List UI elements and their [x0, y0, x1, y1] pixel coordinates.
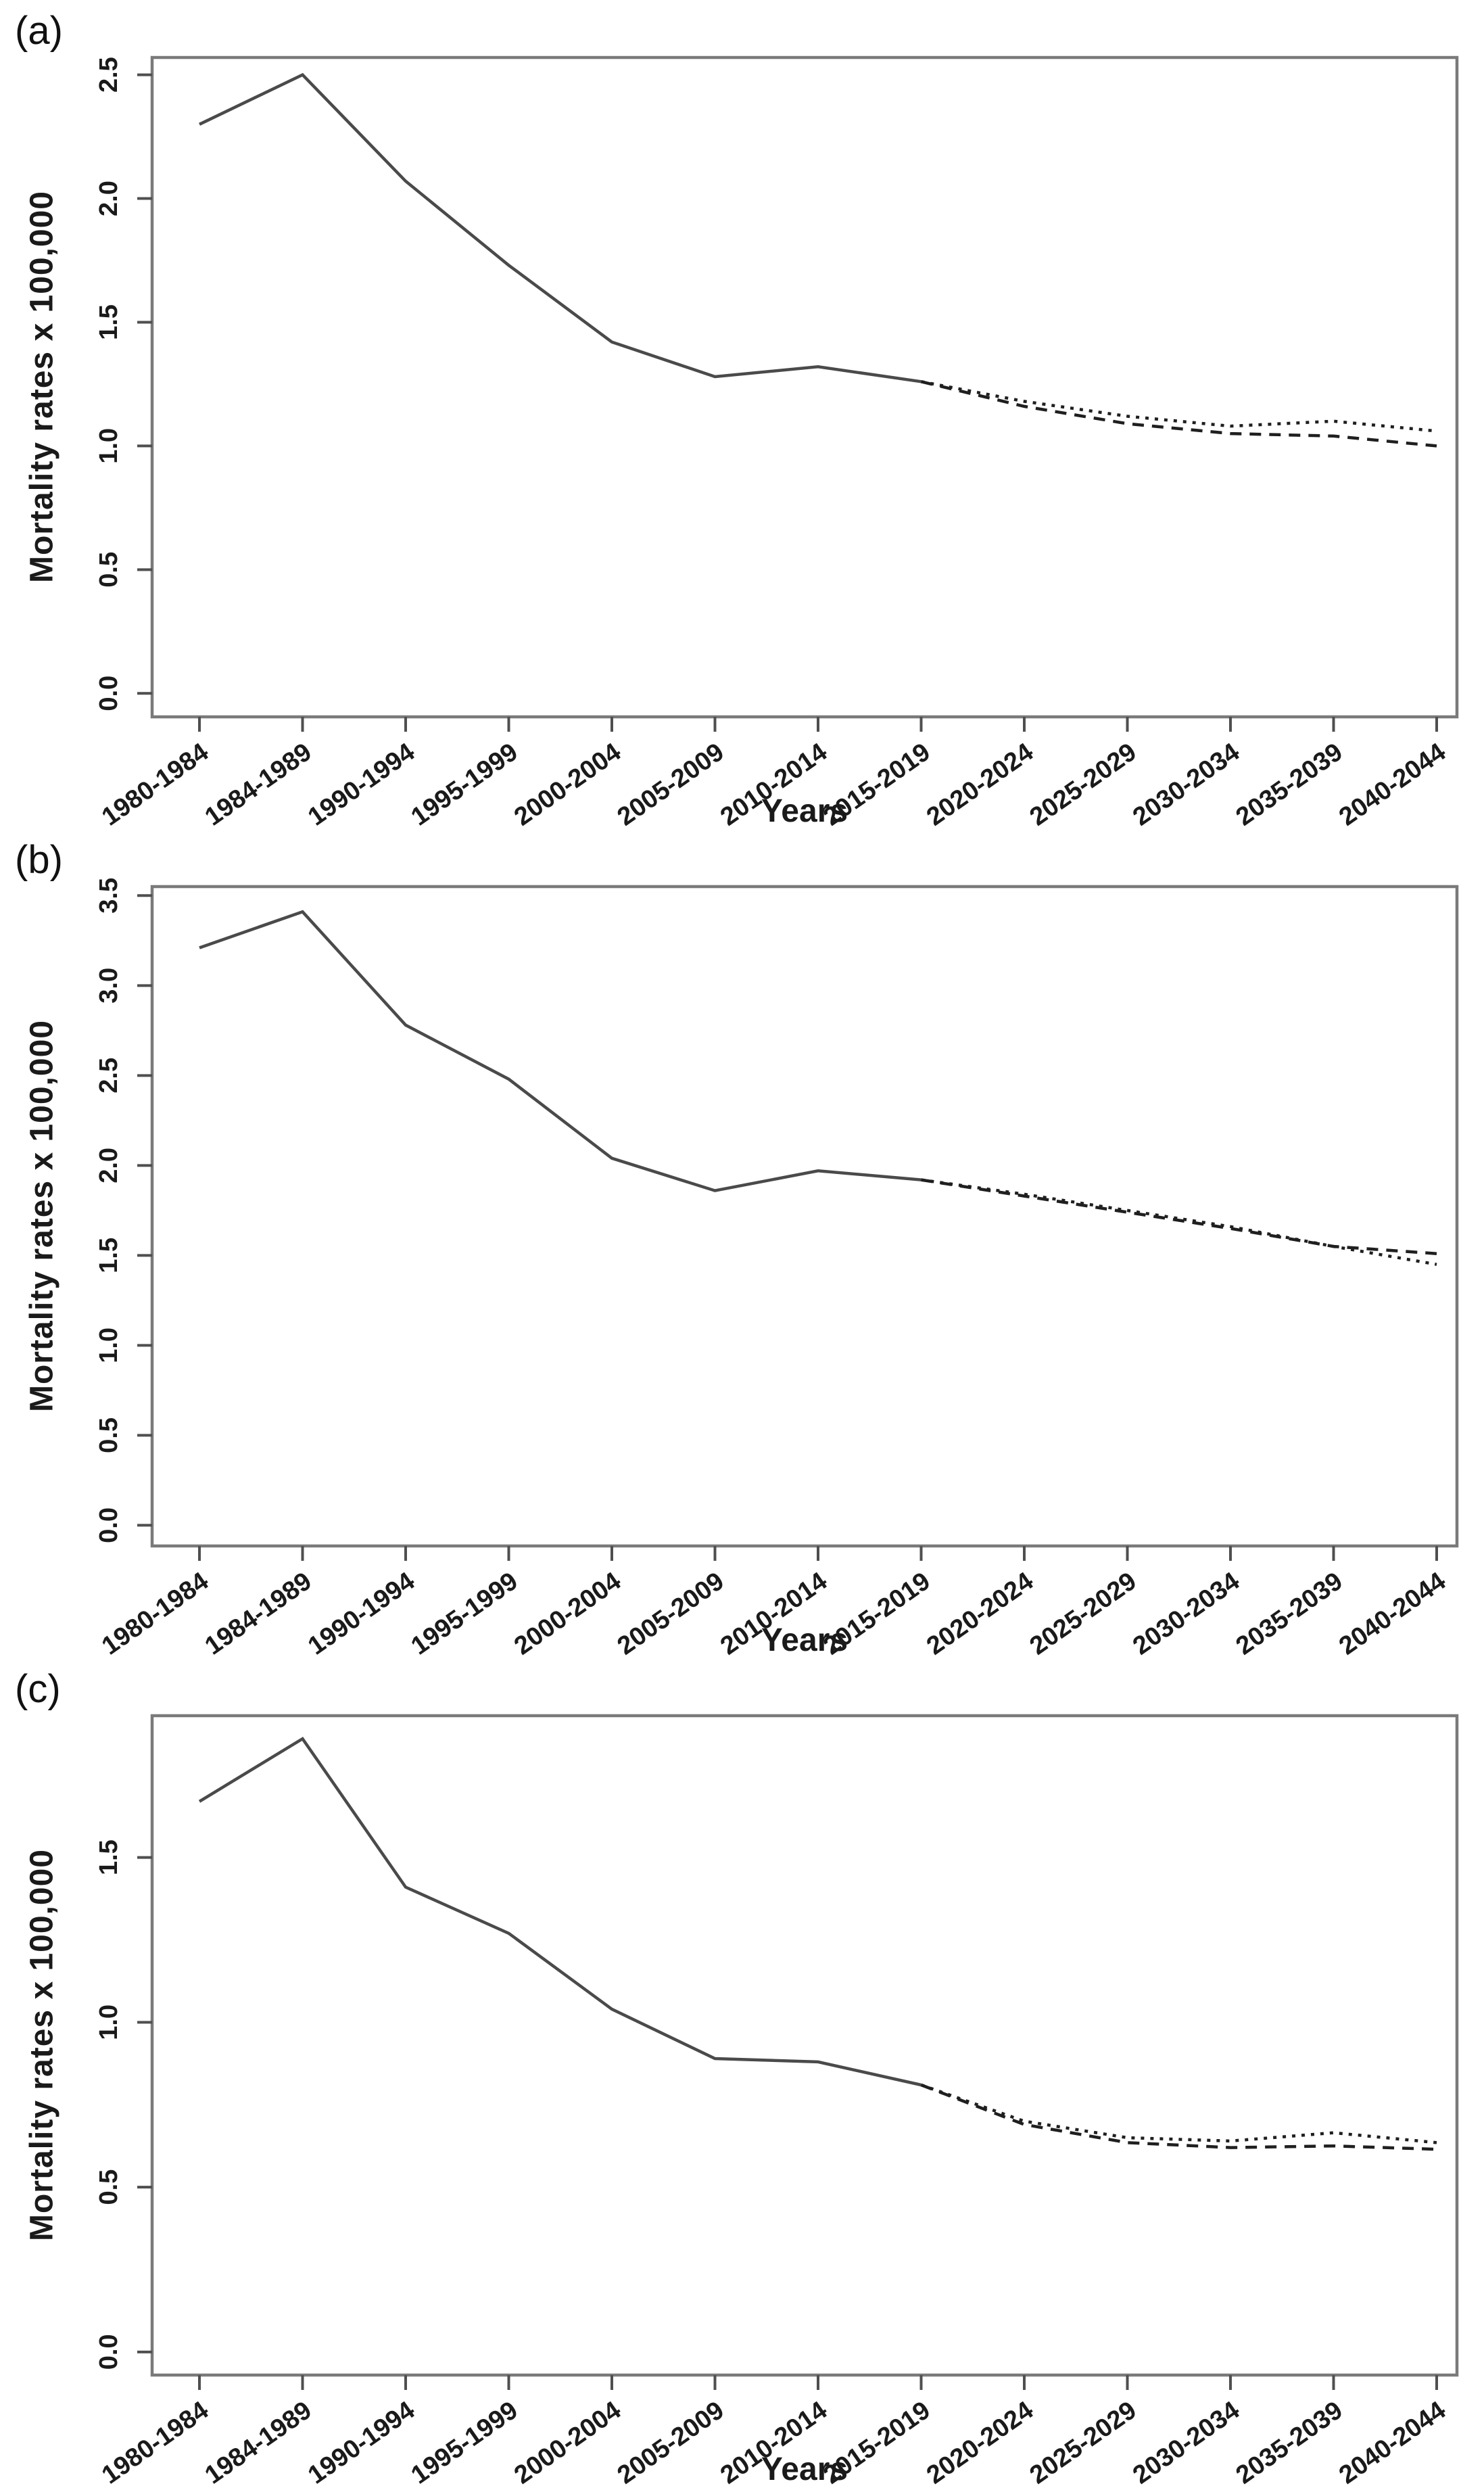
panel-a-label: (a): [15, 9, 63, 53]
x-tick-label: 2020-2024: [921, 1567, 1038, 1661]
y-tick-label: 1.0: [95, 2004, 123, 2040]
x-tick-label: 1980-1984: [97, 1567, 214, 1661]
projection-dotted-line: [920, 2083, 1437, 2144]
x-tick-label: 2040-2044: [1334, 1567, 1451, 1661]
panel-c: (c) Mortality rates x 100,000 Years 1980…: [0, 1658, 1484, 2488]
x-tick-label: 1980-1984: [97, 738, 214, 832]
x-tick-label: 2000-2004: [509, 738, 626, 832]
x-tick-label: 2005-2009: [613, 1567, 729, 1661]
x-tick-label: 2035-2039: [1231, 738, 1348, 832]
projection-dashed-line: [920, 2083, 1437, 2151]
plot-box: [150, 55, 1459, 719]
panel-c-plot: 1980-19841984-19891990-19941995-19992000…: [95, 1714, 1459, 2488]
x-tick-label: 2040-2044: [1334, 738, 1451, 832]
y-tick-label: 0.5: [95, 552, 123, 588]
x-tick-label: 1990-1994: [303, 738, 420, 832]
y-tick-label: 0.0: [95, 2334, 123, 2370]
x-tick-label: 2040-2044: [1334, 2396, 1451, 2488]
x-tick-label: 2000-2004: [509, 1567, 626, 1661]
x-tick-label: 2020-2024: [921, 2396, 1038, 2488]
x-tick-label: 2025-2029: [1025, 738, 1142, 832]
panel-a-x-axis-title: Years: [761, 793, 848, 829]
panel-b-label: (b): [15, 838, 63, 882]
projection-dashed-line: [921, 1178, 1437, 1255]
x-tick-label: 1984-1989: [200, 2396, 317, 2488]
y-tick-label: 0.5: [95, 2169, 123, 2205]
x-tick-label: 1990-1994: [303, 2396, 420, 2488]
y-tick-label: 3.0: [95, 968, 123, 1004]
x-tick-label: 1990-1994: [303, 1567, 420, 1661]
y-tick-label: 1.0: [95, 428, 123, 464]
panel-a-plot: 1980-19841984-19891990-19941995-19992000…: [95, 55, 1459, 832]
observed-line: [199, 910, 921, 1192]
y-tick-label: 0.0: [95, 1507, 123, 1543]
panel-b-x-axis-title: Years: [761, 1622, 848, 1658]
x-tick-label: 2000-2004: [509, 2396, 626, 2488]
y-tick-label: 2.5: [95, 57, 123, 93]
x-tick-label: 1980-1984: [97, 2396, 214, 2488]
panel-b: (b) Mortality rates x 100,000 Years 1980…: [0, 829, 1484, 1661]
x-tick-label: 1984-1989: [200, 738, 317, 832]
y-tick-label: 2.5: [95, 1058, 123, 1094]
x-tick-label: 2005-2009: [613, 2396, 729, 2488]
y-tick-label: 0.5: [95, 1417, 123, 1453]
x-tick-label: 2035-2039: [1231, 2396, 1348, 2488]
x-tick-label: 1995-1999: [406, 1567, 523, 1661]
projection-dashed-line: [920, 380, 1437, 448]
observed-line: [198, 1737, 921, 2087]
panel-a: (a) Mortality rates x 100,000 Years 1980…: [0, 0, 1484, 832]
x-tick-label: 2025-2029: [1025, 2396, 1142, 2488]
projection-dotted-line: [921, 1178, 1437, 1266]
plot-box: [150, 1714, 1459, 2377]
y-tick-label: 2.0: [95, 181, 123, 216]
plot-box: [150, 885, 1459, 1548]
y-tick-label: 1.5: [95, 304, 123, 340]
y-tick-label: 1.5: [95, 1238, 123, 1273]
x-tick-label: 2030-2034: [1128, 738, 1245, 832]
y-tick-label: 1.5: [95, 1839, 123, 1875]
panel-c-x-axis-title: Years: [761, 2451, 848, 2487]
y-tick-label: 1.0: [95, 1328, 123, 1363]
x-tick-label: 1995-1999: [406, 738, 523, 832]
x-tick-label: 1995-1999: [406, 2396, 523, 2488]
projection-dotted-line: [921, 380, 1437, 433]
panel-c-label: (c): [15, 1667, 61, 1711]
x-tick-label: 2035-2039: [1231, 1567, 1348, 1661]
x-tick-label: 2010-2014: [715, 2396, 832, 2488]
x-tick-label: 2030-2034: [1128, 1567, 1245, 1661]
observed-line: [199, 72, 921, 383]
y-tick-label: 0.0: [95, 676, 123, 711]
x-tick-label: 2015-2019: [819, 738, 936, 832]
x-tick-label: 2005-2009: [613, 738, 729, 832]
y-tick-label: 3.5: [95, 878, 123, 914]
x-tick-label: 2015-2019: [819, 2396, 936, 2488]
x-tick-label: 2030-2034: [1128, 2396, 1245, 2488]
x-tick-label: 1984-1989: [200, 1567, 317, 1661]
x-tick-label: 2020-2024: [921, 738, 1038, 832]
y-tick-label: 2.0: [95, 1148, 123, 1183]
x-tick-label: 2010-2014: [715, 1567, 832, 1661]
panel-b-plot: 1980-19841984-19891990-19941995-19992000…: [95, 878, 1459, 1661]
x-tick-label: 2025-2029: [1025, 1567, 1142, 1661]
x-tick-label: 2010-2014: [715, 738, 832, 832]
x-tick-label: 2015-2019: [819, 1567, 936, 1661]
